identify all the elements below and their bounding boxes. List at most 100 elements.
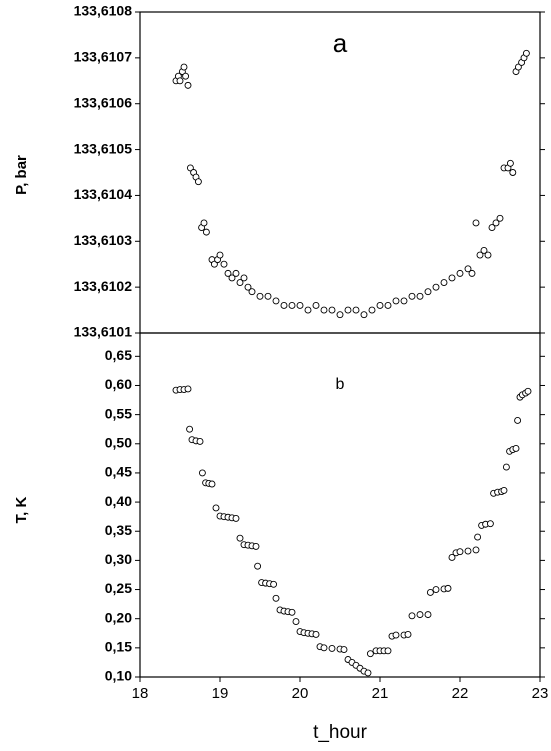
data-point bbox=[236, 279, 244, 287]
data-point bbox=[312, 302, 320, 309]
data-point bbox=[368, 306, 376, 314]
data-point bbox=[444, 584, 452, 592]
data-point bbox=[340, 646, 348, 654]
data-point bbox=[492, 219, 500, 227]
plot-frame bbox=[139, 332, 541, 678]
data-point bbox=[392, 631, 400, 639]
data-point bbox=[456, 548, 464, 556]
data-point bbox=[344, 306, 352, 314]
data-point bbox=[200, 219, 208, 227]
data-point bbox=[186, 164, 194, 172]
y-tick-label: 0,20 bbox=[105, 609, 132, 625]
data-point bbox=[244, 283, 252, 291]
panel-label: a bbox=[333, 28, 348, 58]
data-point bbox=[224, 269, 232, 277]
y-tick-label: 133,6104 bbox=[74, 186, 133, 202]
data-point bbox=[509, 169, 517, 176]
data-point bbox=[212, 504, 220, 512]
panel-label: b bbox=[336, 376, 345, 393]
data-point bbox=[288, 608, 296, 616]
data-point bbox=[424, 288, 432, 296]
data-point bbox=[416, 611, 424, 619]
y-tick-label: 133,6105 bbox=[74, 140, 133, 156]
x-tick-label: 18 bbox=[132, 685, 149, 702]
data-point bbox=[228, 274, 236, 282]
data-point bbox=[484, 251, 492, 259]
y-tick-label: 133,6108 bbox=[74, 3, 133, 19]
data-point bbox=[264, 292, 272, 300]
y-tick-label: 0,45 bbox=[105, 464, 132, 480]
y-tick-label: 0,60 bbox=[105, 376, 132, 392]
data-point bbox=[456, 269, 464, 277]
data-point bbox=[254, 562, 262, 570]
y-tick-label: 0,35 bbox=[105, 522, 132, 538]
y-tick-label: 133,6106 bbox=[74, 94, 133, 110]
data-point bbox=[182, 72, 190, 80]
data-point bbox=[506, 159, 514, 167]
data-point bbox=[194, 178, 202, 186]
data-point bbox=[384, 647, 392, 655]
data-point bbox=[336, 311, 344, 319]
data-point bbox=[476, 251, 484, 259]
data-point bbox=[252, 542, 260, 550]
data-point bbox=[220, 260, 228, 268]
data-point bbox=[240, 274, 248, 282]
y-tick-label: 0,15 bbox=[105, 639, 132, 655]
data-point bbox=[280, 302, 288, 309]
data-point bbox=[416, 292, 424, 300]
data-point bbox=[232, 269, 240, 277]
y-tick-label: 133,6101 bbox=[74, 324, 133, 340]
data-point bbox=[522, 49, 530, 57]
y-tick-label: 0,10 bbox=[105, 668, 132, 684]
x-axis-label: t_hour bbox=[313, 722, 368, 743]
data-point bbox=[474, 533, 482, 541]
data-point bbox=[184, 385, 192, 393]
data-point bbox=[514, 417, 522, 424]
data-point bbox=[304, 306, 312, 314]
data-point bbox=[236, 534, 244, 542]
x-tick-label: 22 bbox=[452, 685, 469, 702]
y-tick-label: 0,40 bbox=[105, 493, 132, 509]
data-point bbox=[472, 219, 480, 227]
y-tick-label: 0,55 bbox=[105, 405, 132, 421]
data-point bbox=[272, 297, 280, 305]
plot-frame bbox=[139, 11, 541, 334]
data-point bbox=[176, 77, 184, 85]
data-point bbox=[440, 279, 448, 287]
data-point bbox=[392, 297, 400, 305]
data-point bbox=[248, 288, 256, 296]
data-point bbox=[432, 586, 440, 593]
data-point bbox=[180, 63, 188, 71]
data-point bbox=[480, 247, 488, 254]
y-tick-label: 133,6107 bbox=[74, 49, 133, 65]
data-point bbox=[408, 292, 416, 300]
data-point bbox=[198, 469, 206, 477]
data-point bbox=[424, 611, 432, 619]
data-point bbox=[448, 554, 456, 561]
data-point bbox=[196, 437, 204, 445]
data-point bbox=[328, 306, 336, 314]
data-point bbox=[500, 486, 508, 494]
y-tick-label: 0,30 bbox=[105, 551, 132, 567]
data-point bbox=[296, 302, 304, 309]
data-point bbox=[364, 669, 372, 677]
data-point bbox=[514, 63, 522, 71]
x-tick-label: 21 bbox=[372, 685, 389, 702]
data-point bbox=[360, 311, 368, 319]
data-point bbox=[464, 265, 472, 273]
data-point bbox=[468, 269, 476, 277]
data-point bbox=[272, 594, 280, 602]
y-axis-label: P, bar bbox=[13, 155, 30, 195]
x-tick-label: 23 bbox=[532, 685, 549, 702]
data-point bbox=[404, 630, 412, 638]
data-point bbox=[366, 650, 374, 658]
data-point bbox=[384, 302, 392, 309]
data-point bbox=[524, 387, 532, 395]
data-point bbox=[288, 302, 296, 309]
data-point bbox=[232, 514, 240, 522]
data-point bbox=[256, 292, 264, 300]
data-point bbox=[448, 274, 456, 282]
x-tick-label: 19 bbox=[212, 685, 229, 702]
data-point bbox=[376, 302, 384, 309]
